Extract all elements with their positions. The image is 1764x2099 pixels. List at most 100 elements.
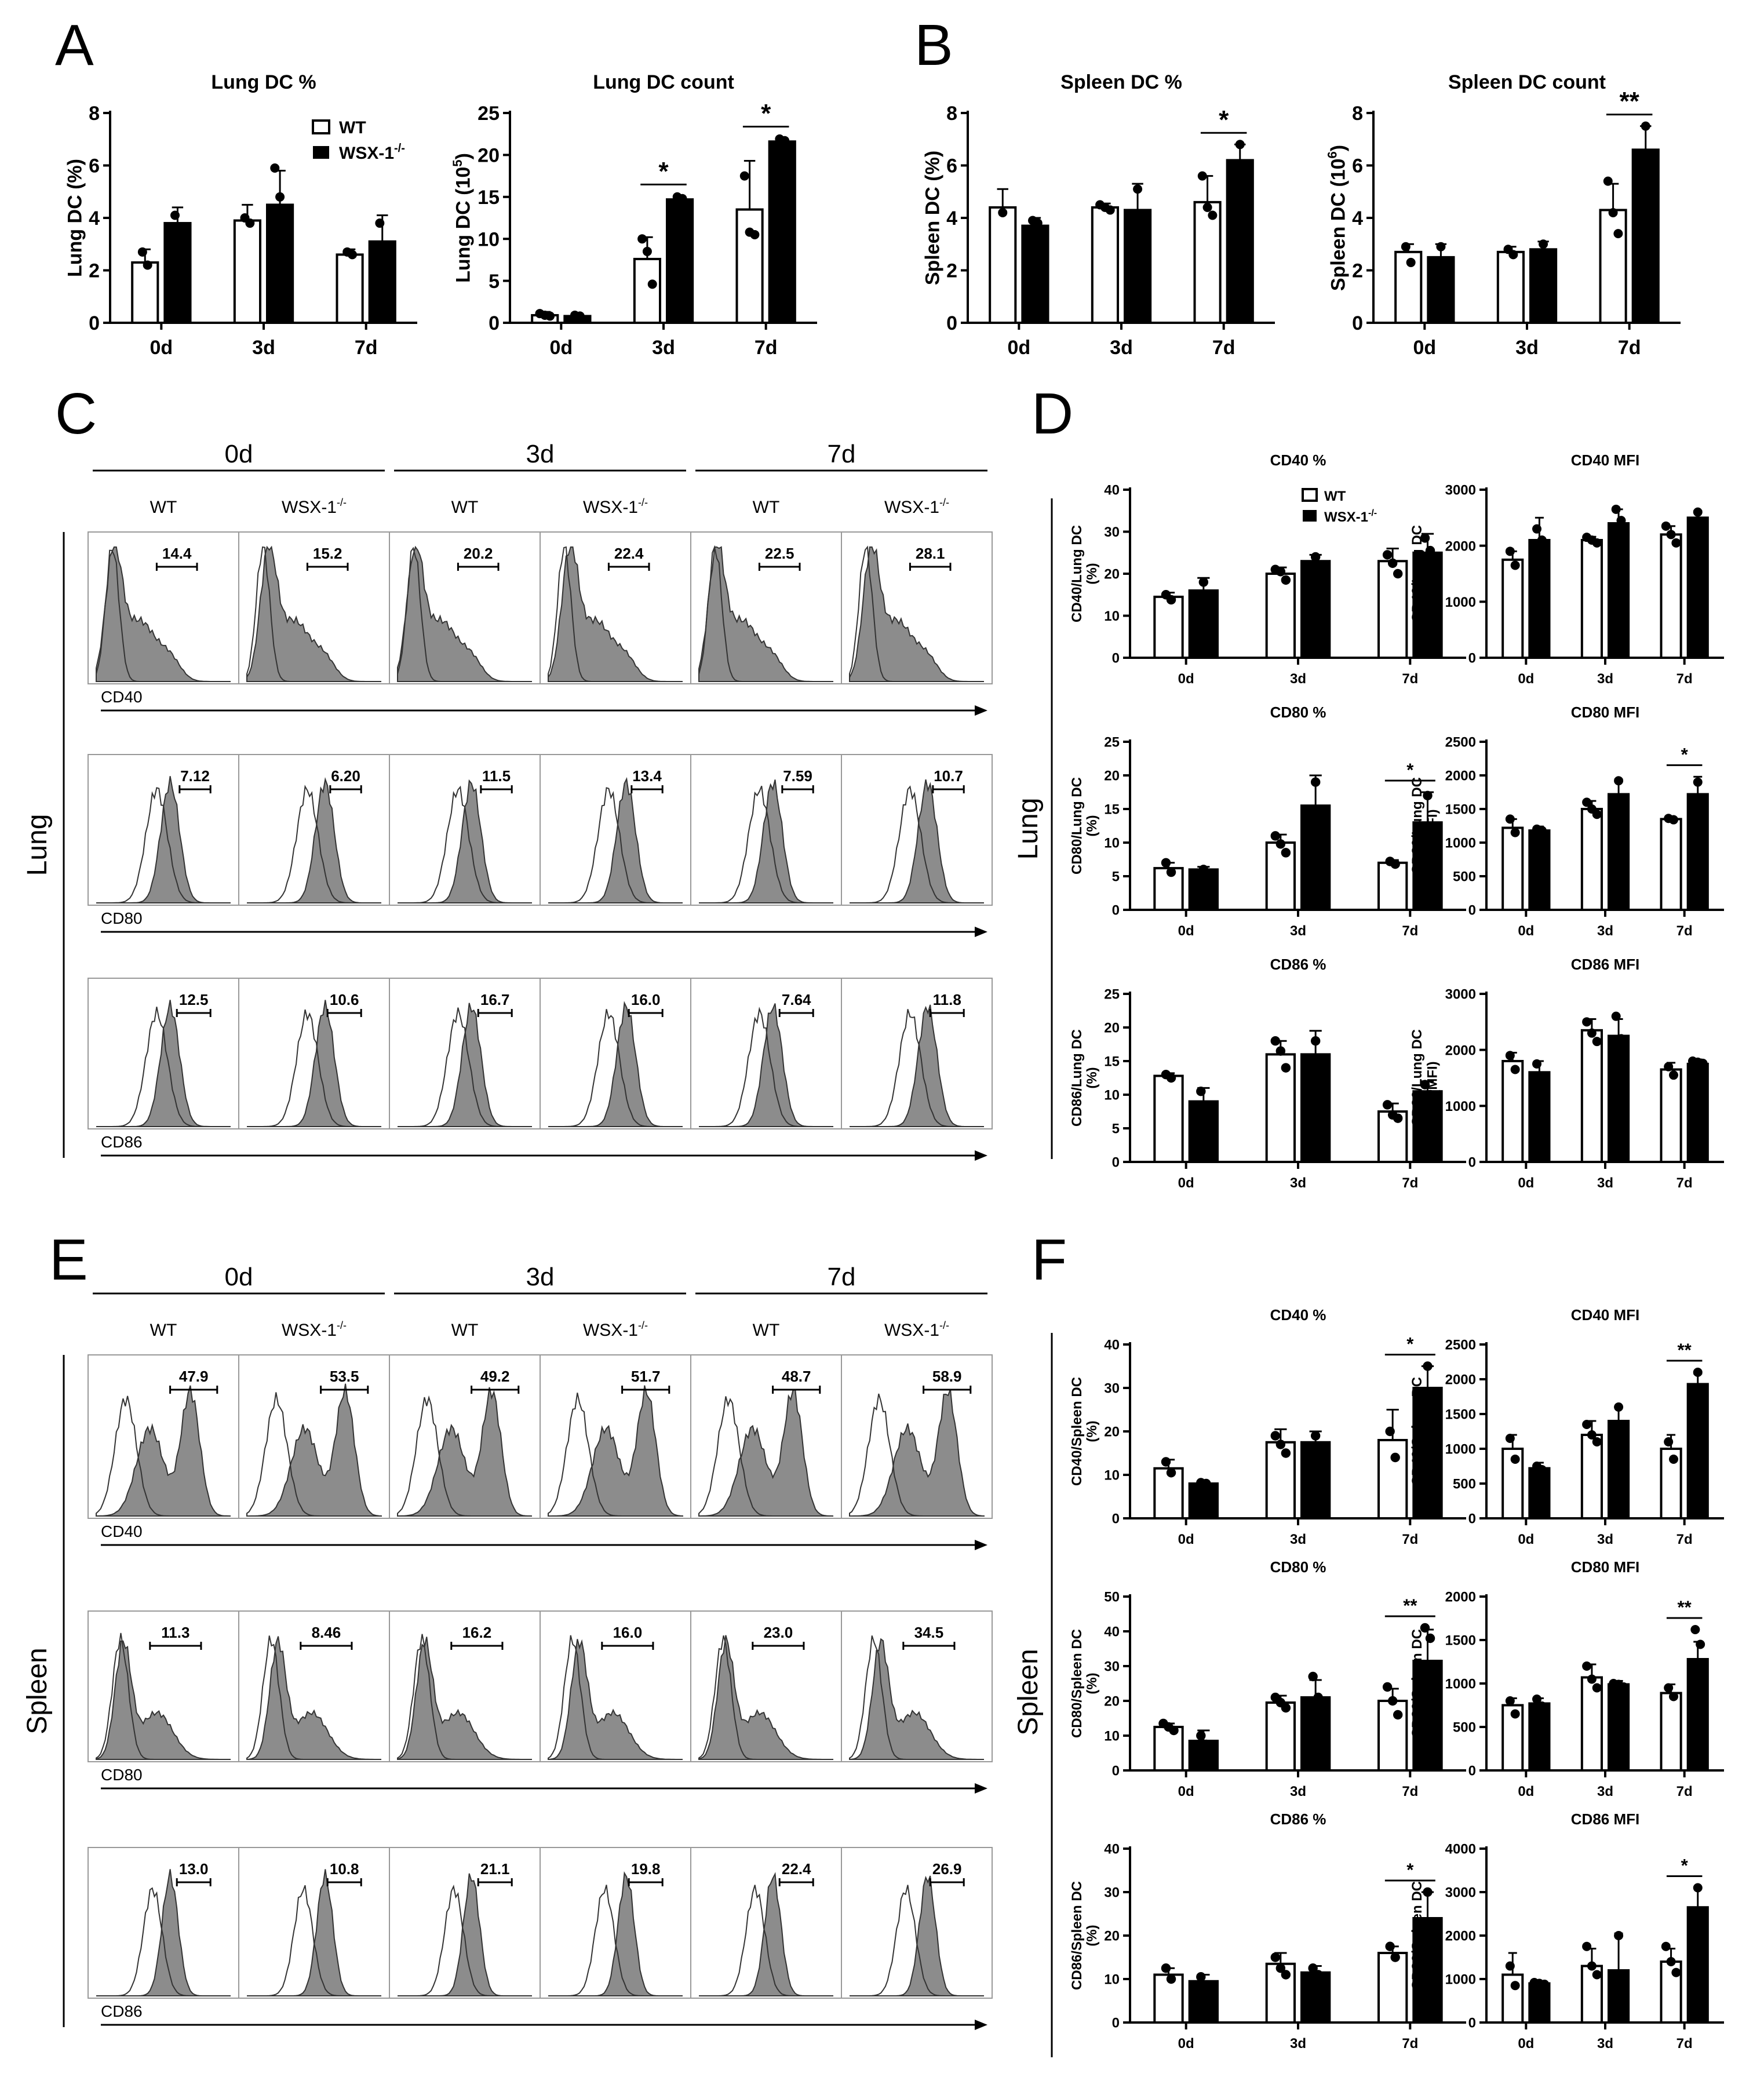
y-axis-label-unit: (%) <box>1084 1067 1100 1088</box>
y-tick-label: 2 <box>946 260 957 282</box>
data-point <box>1668 1692 1678 1701</box>
histogram-isotype <box>698 1635 833 1760</box>
flow-marker-label: CD86 <box>101 2002 143 2020</box>
y-tick-label: 0 <box>1468 1155 1476 1171</box>
histogram-cell: 47.9 <box>88 1354 239 1519</box>
data-point <box>1592 1437 1602 1446</box>
flow-group-sup: -/- <box>638 497 648 508</box>
data-point <box>1196 1086 1206 1096</box>
gate-percentage: 22.4 <box>614 545 644 562</box>
data-point <box>1390 859 1400 869</box>
flow-day-header: 7d <box>828 440 856 468</box>
data-point <box>1133 184 1143 194</box>
gate-percentage: 15.2 <box>313 545 342 562</box>
gate-percentage: 21.1 <box>480 1860 510 1878</box>
gate-percentage: 26.9 <box>932 1860 962 1878</box>
bar-wsx1 <box>1686 793 1709 911</box>
histogram-stained <box>850 1389 985 1517</box>
bar-wt <box>1496 250 1525 325</box>
bar-wt <box>1193 201 1222 324</box>
data-point <box>575 311 585 321</box>
x-tick-label: 7d <box>355 337 378 359</box>
flow-axis-arrowhead <box>975 705 987 716</box>
data-point <box>1698 1058 1708 1068</box>
bar-chart-a1: Lung DC % 0 2 4 6 8 Lung DC (%) 0d 3d 7d <box>64 71 417 359</box>
data-point <box>1505 546 1515 556</box>
bar-wsx1 <box>1300 1971 1331 2024</box>
bar-wsx1 <box>1412 821 1443 911</box>
data-point <box>1270 1952 1281 1962</box>
y-tick-label: 40 <box>1104 1624 1120 1640</box>
x-tick-label: 7d <box>1676 1532 1693 1547</box>
data-point <box>1508 250 1518 260</box>
data-point <box>1401 242 1411 252</box>
bar-wsx1 <box>1021 224 1049 325</box>
y-tick-label: 2 <box>89 260 100 282</box>
data-point <box>1275 839 1286 849</box>
y-tick-label: 10 <box>478 228 500 250</box>
flow-group-label: WT <box>451 1321 479 1340</box>
y-axis-label-text: Spleen DC (10 <box>1327 159 1349 291</box>
data-point <box>1385 1426 1395 1437</box>
bar-wt <box>1501 558 1524 659</box>
data-point <box>1693 507 1703 517</box>
y-axis-label-tail: ) <box>1327 145 1349 151</box>
histogram-isotype <box>849 1393 984 1517</box>
histogram-cell: 53.5 <box>238 1354 390 1519</box>
bar-wt <box>336 253 364 325</box>
bar-wsx1 <box>1412 1090 1443 1163</box>
data-point <box>1611 1011 1621 1021</box>
histogram-isotype <box>548 546 683 682</box>
x-tick-label: 3d <box>1290 671 1306 687</box>
x-tick-label: 7d <box>1676 923 1693 939</box>
bar-wt <box>233 219 262 324</box>
x-tick-label: 7d <box>1402 671 1418 687</box>
legend-d-wt-swatch <box>1302 488 1318 502</box>
histogram-cell: 11.8 <box>841 978 993 1129</box>
legend-wt-label: WT <box>339 118 366 137</box>
bar-wt <box>1660 533 1682 659</box>
data-point <box>1202 202 1212 212</box>
histogram-cell: 21.1 <box>389 1847 541 1999</box>
flow-group-text: WT <box>150 1321 177 1340</box>
y-axis-label-unit: (MFI) <box>1424 1919 1440 1952</box>
bar-wt <box>1265 573 1296 659</box>
histogram-stained <box>698 1389 834 1517</box>
y-tick-label: 40 <box>1104 1338 1120 1353</box>
data-point <box>1281 848 1291 858</box>
y-tick-label: 0 <box>89 312 100 334</box>
data-point <box>1275 567 1286 577</box>
data-point <box>1390 1452 1400 1463</box>
x-tick-label: 0d <box>1178 923 1194 939</box>
y-tick-label: 20 <box>1104 1021 1120 1036</box>
bar-wt <box>1153 1726 1184 1772</box>
significance-marker: ** <box>1403 1595 1417 1616</box>
data-point <box>1275 1440 1286 1449</box>
flow-axis-arrowhead <box>975 2020 987 2030</box>
data-point <box>1310 1431 1321 1441</box>
histogram-cell: 16.0 <box>540 1610 691 1762</box>
data-point <box>1510 560 1520 570</box>
gate-percentage: 58.9 <box>932 1368 962 1385</box>
gate-percentage: 7.12 <box>180 767 210 785</box>
bar-wsx1 <box>1412 1917 1443 2024</box>
legend-d-ko-swatch <box>1303 510 1317 522</box>
x-tick-label: 0d <box>1518 1784 1534 1799</box>
y-tick-label: 2000 <box>1445 768 1476 784</box>
data-point <box>1537 826 1547 836</box>
x-tick-label: 0d <box>1518 1532 1534 1547</box>
data-point <box>170 210 180 220</box>
y-axis-label: CD40/Spleen DC <box>1409 1377 1425 1486</box>
x-tick-label: 3d <box>1290 1784 1306 1799</box>
histogram-cell: 34.5 <box>841 1610 993 1762</box>
data-point <box>1196 1972 1206 1982</box>
gate-percentage: 13.0 <box>179 1860 209 1878</box>
histogram-cell: 13.4 <box>540 754 691 906</box>
data-point <box>1390 1952 1400 1962</box>
data-point <box>1661 1941 1671 1951</box>
significance-marker: ** <box>1678 1597 1692 1617</box>
y-tick-label: 10 <box>1104 1468 1120 1484</box>
flow-day-header: 3d <box>526 1263 555 1291</box>
